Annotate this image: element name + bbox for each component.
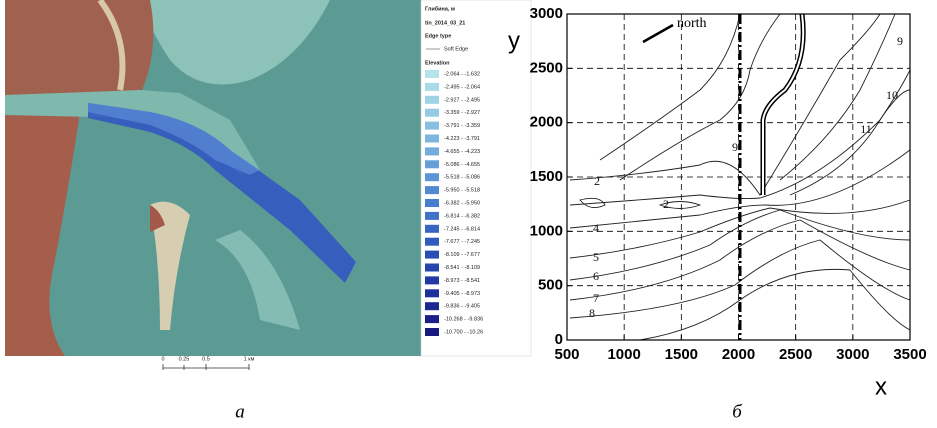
x-tick-label: 3500 xyxy=(893,346,926,363)
contour-label: 11 xyxy=(860,122,872,136)
legend-swatch xyxy=(425,263,439,272)
legend-label: -2.927 - -2.495 xyxy=(444,97,480,103)
legend-heading: Elevation xyxy=(425,60,450,66)
legend-label: -2.064 - -1.632 xyxy=(444,71,480,77)
legend-swatch xyxy=(425,289,439,298)
legend-label: -2.495 - -2.064 xyxy=(444,84,480,90)
legend-label: -5.950 - -5.518 xyxy=(444,188,480,194)
plot-frame xyxy=(566,13,911,341)
x-tick-label: 2500 xyxy=(779,346,812,363)
legend-swatch xyxy=(425,134,439,143)
y-tick-label: 2500 xyxy=(530,59,563,76)
x-tick-label: 500 xyxy=(554,346,579,363)
legend-swatch xyxy=(425,173,439,182)
scale-label: 0 xyxy=(161,356,164,362)
legend-swatch xyxy=(425,237,439,246)
scale-bar xyxy=(162,364,250,370)
legend-swatch xyxy=(425,224,439,233)
y-axis-label: y xyxy=(508,27,520,54)
legend-swatch xyxy=(425,276,439,285)
legend-label: -8.109 - -7.677 xyxy=(444,252,480,258)
legend-swatch xyxy=(425,121,439,130)
legend-label: -9.405 - -8.973 xyxy=(444,291,480,297)
legend-swatch xyxy=(425,250,439,259)
y-tick-label: 500 xyxy=(538,277,563,294)
legend-label: -8.973 - -8.541 xyxy=(444,278,480,284)
legend-label: -9.836 - -9.405 xyxy=(444,304,480,310)
channel-inner xyxy=(762,13,805,195)
legend-swatch xyxy=(425,186,439,195)
legend-layer: tin_2014_03_21 xyxy=(425,20,465,26)
contour-label: 7 xyxy=(593,291,599,305)
legend-swatch xyxy=(425,147,439,156)
y-tick-label: 0 xyxy=(555,331,563,348)
contour-label: 6 xyxy=(593,269,599,283)
legend-swatch xyxy=(425,160,439,169)
legend-box xyxy=(420,0,532,357)
x-axis-label: x xyxy=(875,373,887,400)
legend-heading: Edge type xyxy=(425,33,451,39)
legend-label: -10.700 - -10.26 xyxy=(444,329,483,335)
contour-label: 9 xyxy=(897,34,903,48)
contour-label: 5 xyxy=(593,250,599,264)
legend-label: -4.655 - -4.223 xyxy=(444,149,480,155)
legend-swatch xyxy=(425,328,439,336)
legend-label: -3.359 - -2.927 xyxy=(444,110,480,116)
legend-swatch xyxy=(425,82,439,91)
legend-label: -10.268 - -9.836 xyxy=(444,317,483,323)
legend-label: -6.382 - -5.950 xyxy=(444,200,480,206)
north-arrow xyxy=(642,23,674,44)
legend-label: -6.814 - -6.382 xyxy=(444,213,480,219)
contour-label: 2 xyxy=(663,197,669,211)
contour-label: 4 xyxy=(593,221,599,235)
y-tick-label: 1000 xyxy=(530,222,563,239)
legend-swatch xyxy=(425,211,439,220)
annotation: north xyxy=(677,16,707,31)
satellite-image xyxy=(5,0,421,356)
caption: б xyxy=(732,401,743,422)
x-tick-label: 2000 xyxy=(722,346,755,363)
legend-swatch xyxy=(425,108,439,117)
legend-label: -7.245 - -6.814 xyxy=(444,226,480,232)
contours xyxy=(569,13,911,341)
legend-swatch xyxy=(425,199,439,207)
legend-label: -8.541 - -8.109 xyxy=(444,265,480,271)
legend-swatch xyxy=(425,315,439,324)
caption: а xyxy=(235,401,245,422)
scale-label: 0.5 xyxy=(202,356,210,362)
x-tick-label: 1000 xyxy=(607,346,640,363)
legend-swatch xyxy=(425,95,439,104)
legend-item: Soft Edge xyxy=(444,46,468,52)
x-tick-label: 1500 xyxy=(665,346,698,363)
scale-label: 1 км xyxy=(244,356,255,362)
legend-label: -4.223 - -3.791 xyxy=(444,136,480,142)
contour-label: 2 xyxy=(594,174,600,188)
contour-label: 8 xyxy=(589,306,595,320)
legend: Глибина, м tin_2014_03_21 Edge type Soft… xyxy=(425,5,483,336)
legend-swatch xyxy=(425,70,439,78)
x-tick-label: 3000 xyxy=(836,346,869,363)
contour-label: 10 xyxy=(886,88,898,102)
contour-label: 9 xyxy=(732,140,738,154)
y-tick-label: 3000 xyxy=(530,5,563,22)
y-tick-label: 1500 xyxy=(530,168,563,185)
y-tick-label: 2000 xyxy=(530,114,563,131)
legend-label: -7.677 - -7.245 xyxy=(444,239,480,245)
legend-label: -5.518 - -5.086 xyxy=(444,175,480,181)
legend-label: -3.791 - -3.359 xyxy=(444,123,480,129)
legend-title: Глибина, м xyxy=(425,5,455,12)
legend-swatch xyxy=(425,302,439,311)
scale-label: 0.25 xyxy=(179,356,190,362)
legend-label: -5.086 - -4.655 xyxy=(444,162,480,168)
